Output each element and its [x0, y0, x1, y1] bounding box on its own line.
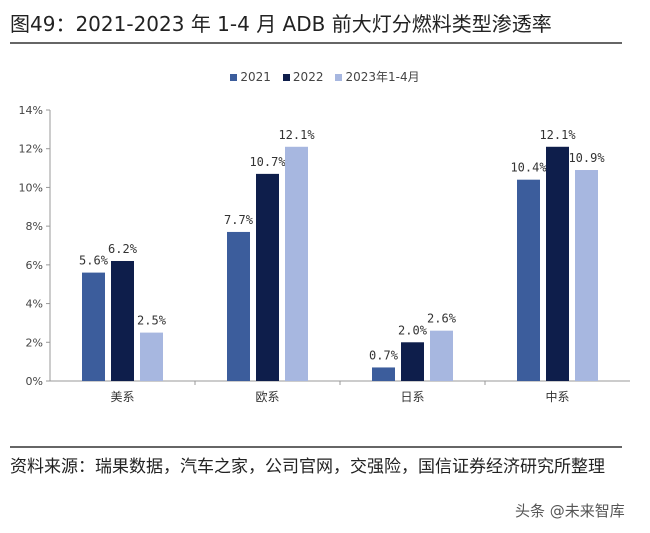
legend-label: 2021	[240, 70, 271, 84]
legend: 2021 2022 2023年1-4月	[0, 68, 650, 85]
x-tick-label: 欧系	[255, 390, 279, 404]
title-divider	[10, 42, 622, 44]
data-label: 2.6%	[427, 312, 457, 326]
bar-2022	[111, 260, 134, 381]
legend-swatch	[230, 74, 238, 81]
bar-2021	[517, 179, 540, 381]
legend-swatch	[335, 74, 343, 81]
data-label: 10.7%	[249, 155, 286, 169]
legend-label: 2023年1-4月	[345, 70, 420, 84]
bar-2021	[372, 367, 395, 381]
data-label: 12.1%	[278, 128, 315, 142]
y-tick-label: 2%	[26, 336, 43, 349]
y-tick-label: 0%	[26, 375, 43, 388]
data-label: 7.7%	[224, 213, 254, 227]
watermark: 头条 @未来智库	[515, 502, 625, 520]
source-note: 资料来源：瑞果数据，汽车之家，公司官网，交强险，国信证券经济研究所整理	[10, 457, 605, 477]
source-divider	[10, 446, 622, 448]
legend-item: 2022	[282, 70, 324, 84]
legend-item: 2021	[230, 70, 271, 84]
bar-2022	[401, 342, 424, 381]
data-label: 2.0%	[398, 323, 428, 337]
data-label: 12.1%	[539, 128, 576, 142]
data-label: 5.6%	[79, 254, 109, 268]
y-tick-label: 4%	[26, 298, 43, 311]
y-tick-label: 12%	[19, 143, 43, 156]
bar-2023年1-4月	[140, 332, 163, 381]
y-tick-label: 6%	[26, 259, 43, 272]
data-label: 0.7%	[369, 348, 399, 362]
legend-label: 2022	[292, 70, 324, 84]
data-label: 2.5%	[137, 314, 167, 328]
legend-item: 2023年1-4月	[335, 68, 420, 85]
bar-2021	[227, 231, 250, 381]
bar-chart: 0% 2% 4% 6% 8% 10% 12% 14% 美系 5.6%6.2% 2.5% 欧系 7.7% 1…	[19, 104, 630, 404]
x-tick-label: 日系	[400, 390, 424, 404]
y-tick-label: 8%	[26, 220, 43, 233]
bar-2022	[256, 173, 279, 381]
y-tick-label: 10%	[19, 181, 43, 194]
x-tick-label: 中系	[545, 389, 569, 404]
x-tick-label: 美系	[110, 390, 134, 404]
data-label: 6.2%	[108, 242, 138, 256]
bar-2021	[82, 272, 105, 381]
bar-2023年1-4月	[430, 330, 453, 381]
legend-swatch	[282, 74, 290, 81]
chart-title: 图49：2021-2023 年 1-4 月 ADB 前大灯分燃料类型渗透率	[10, 12, 552, 36]
bar-2023年1-4月	[285, 146, 308, 381]
y-tick-label: 14%	[19, 104, 43, 117]
data-label: 10.4%	[510, 161, 547, 175]
data-label: 10.9%	[568, 151, 605, 165]
bar-2023年1-4月	[575, 170, 598, 381]
bar-2022	[546, 146, 569, 381]
